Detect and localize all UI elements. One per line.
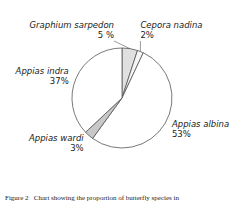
chart: Graphium sarpedon5 % Cepora nadina2% Appia… (0, 0, 244, 206)
pie-slice (72, 48, 122, 132)
slice-label: Graphium sarpedon (29, 20, 114, 30)
slice-label: Appias wardi (28, 133, 84, 143)
chart-container: Graphium sarpedon5 % Cepora nadina2% Appia… (0, 0, 244, 206)
slice-value-label: 3% (70, 143, 84, 153)
labels: Graphium sarpedon5 % Cepora nadina2% Appia… (15, 20, 230, 153)
slice-value-label: 2% (140, 30, 154, 40)
slice-value-label: 5 % (98, 30, 114, 40)
leader-line (114, 41, 130, 49)
slice-label: Appias indra (15, 66, 69, 76)
slice-value-label: 53% (172, 129, 191, 139)
leader-line (140, 41, 141, 52)
slice-value-label: 37% (50, 76, 69, 86)
slice-label: Cepora nadina (140, 20, 202, 30)
slice-label: Appias albina (171, 119, 229, 129)
caption: Figure 2 Chart showing the proportion of… (5, 194, 179, 202)
slices (72, 48, 172, 148)
